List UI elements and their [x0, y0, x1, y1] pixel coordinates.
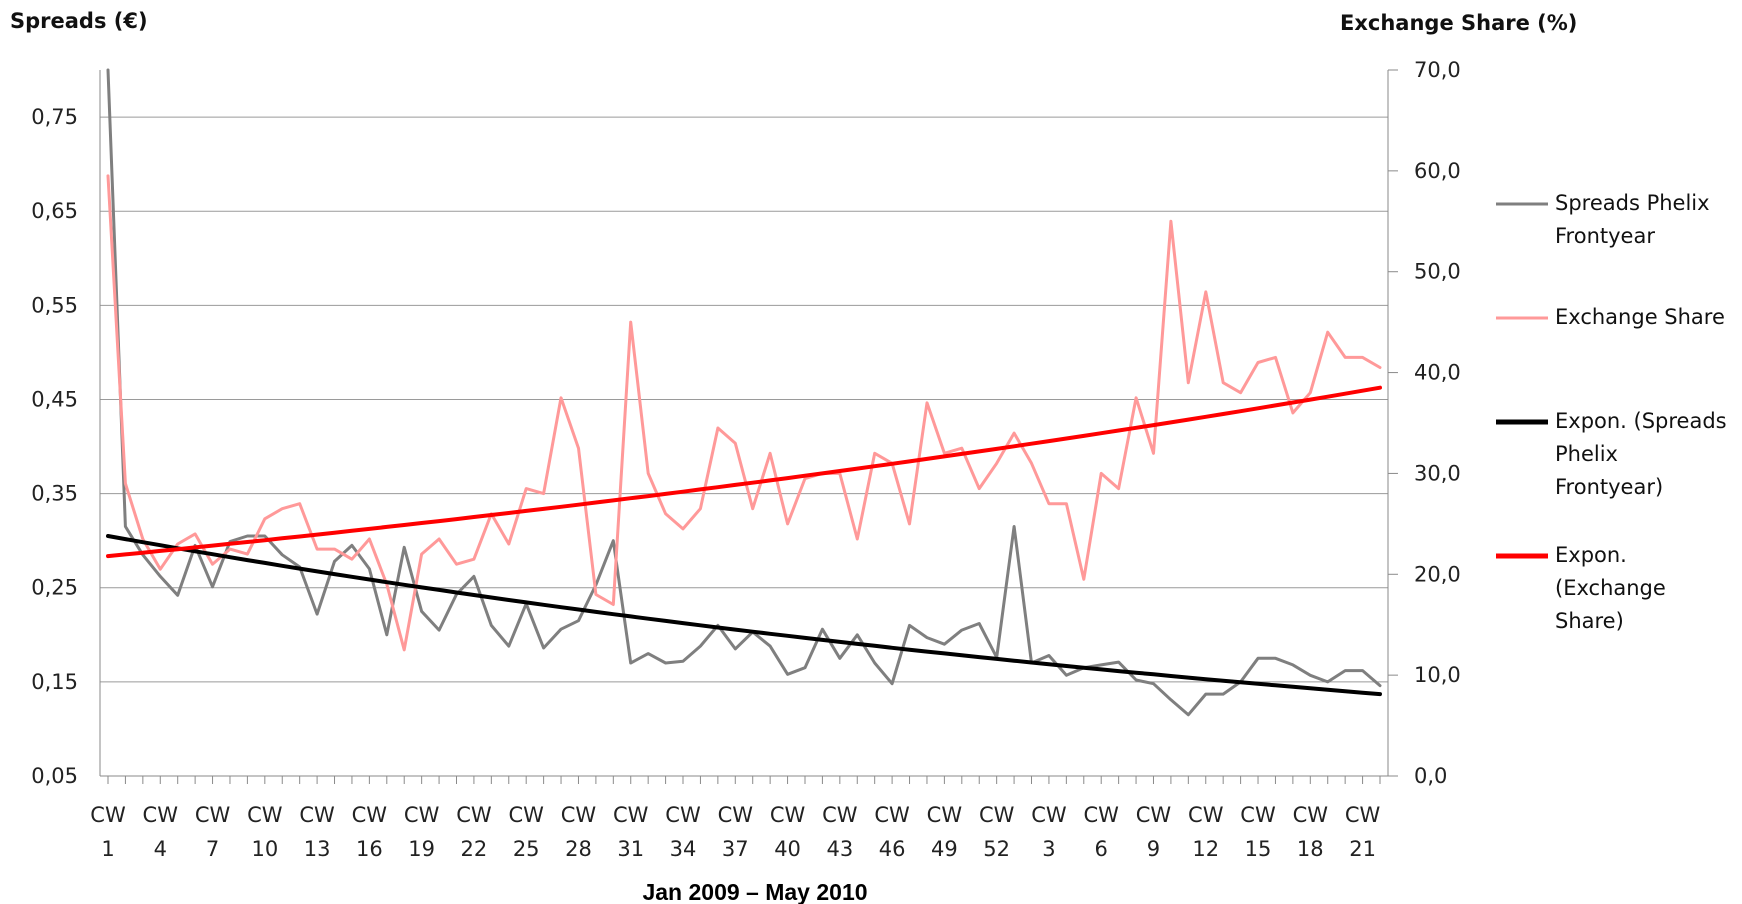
y-right-tick-label: 40,0: [1414, 361, 1461, 385]
x-tick-label-line2: 9: [1147, 837, 1160, 861]
x-tick-label-line2: 34: [670, 837, 697, 861]
series-line-1: [106, 174, 1382, 652]
y-left-tick-label: 0,25: [31, 576, 78, 600]
x-tick-label-line2: 22: [461, 837, 488, 861]
x-tick-label-line1: CW: [1293, 803, 1329, 827]
x-tick-label-line2: 28: [565, 837, 592, 861]
x-tick-label-line1: CW: [1188, 803, 1224, 827]
axes: [99, 69, 1398, 784]
x-tick-label-line1: CW: [195, 803, 231, 827]
x-axis-caption: Jan 2009 – May 2010: [642, 879, 867, 904]
series-lines: [106, 68, 1382, 717]
x-tick-label-line2: 12: [1192, 837, 1219, 861]
y-left-tick-label: 0,35: [31, 482, 78, 506]
x-tick-label-line2: 25: [513, 837, 540, 861]
x-tick-label-line1: CW: [979, 803, 1015, 827]
x-tick-label-line1: CW: [822, 803, 858, 827]
x-tick-label-line1: CW: [352, 803, 388, 827]
x-tick-label-line1: CW: [1031, 803, 1067, 827]
x-tick-label-line1: CW: [456, 803, 492, 827]
x-tick-label-line1: CW: [1083, 803, 1119, 827]
x-tick-label-line2: 16: [356, 837, 383, 861]
legend: Spreads Phelix Frontyear Exchange Share Exp…: [1496, 191, 1727, 633]
y-left-tick-label: 0,15: [31, 670, 78, 694]
x-tick-label-line1: CW: [665, 803, 701, 827]
gridlines: [100, 116, 1388, 683]
legend-label-0: Spreads Phelix: [1555, 191, 1710, 215]
y-left-tick-label: 0,65: [31, 199, 78, 223]
x-tick-label-line2: 46: [879, 837, 906, 861]
x-tick-label-line1: CW: [770, 803, 806, 827]
legend-label-2: Phelix: [1555, 442, 1618, 466]
y-left-tick-label: 0,05: [31, 764, 78, 788]
x-tick-label-line2: 3: [1042, 837, 1055, 861]
y-right-tick-label: 20,0: [1414, 562, 1461, 586]
x-tick-label-line2: 6: [1095, 837, 1108, 861]
x-tick-label-line1: CW: [143, 803, 179, 827]
x-tick-label-line1: CW: [561, 803, 597, 827]
y-left-axis-title: Spreads (€): [10, 9, 148, 33]
x-tick-label-line1: CW: [404, 803, 440, 827]
x-tick-label-line2: 40: [774, 837, 801, 861]
x-tick-label-line1: CW: [927, 803, 963, 827]
legend-label-1: Exchange Share: [1555, 305, 1725, 329]
legend-label-3: Expon.: [1555, 543, 1627, 567]
x-tick-label-line1: CW: [1136, 803, 1172, 827]
series-line-0: [106, 68, 1382, 717]
x-tick-label-line2: 18: [1297, 837, 1324, 861]
x-tick-label-line1: CW: [1345, 803, 1381, 827]
x-tick-label-line2: 43: [826, 837, 853, 861]
y-right-axis-title: Exchange Share (%): [1340, 11, 1577, 35]
legend-label-2: Frontyear): [1555, 475, 1663, 499]
x-tick-label-line2: 13: [304, 837, 331, 861]
series-line-2: [106, 534, 1382, 697]
x-tick-label-line1: CW: [1240, 803, 1276, 827]
y-left-tick-label: 0,75: [31, 105, 78, 129]
x-tick-label-line2: 31: [617, 837, 644, 861]
x-tick-label-line2: 21: [1349, 837, 1376, 861]
y-left-tick-label: 0,45: [31, 387, 78, 411]
y-right-tick-label: 10,0: [1414, 663, 1461, 687]
y-left-tick-label: 0,55: [31, 293, 78, 317]
x-tick-label-line1: CW: [247, 803, 283, 827]
y-right-tick-label: 30,0: [1414, 461, 1461, 485]
x-tick-label-line1: CW: [508, 803, 544, 827]
y-right-tick-label: 0,0: [1414, 764, 1447, 788]
x-tick-label-line1: CW: [613, 803, 649, 827]
x-tick-label-line2: 49: [931, 837, 958, 861]
x-tick-label-line1: CW: [718, 803, 754, 827]
x-tick-label-line1: CW: [90, 803, 126, 827]
legend-label-2: Expon. (Spreads: [1555, 409, 1727, 433]
tick-labels: 0,05 0,15 0,25 0,35 0,45 0,55 0,65 0,75 0,0 10,0 2…: [31, 58, 1461, 861]
x-tick-label-line1: CW: [299, 803, 335, 827]
x-tick-label-line1: CW: [874, 803, 910, 827]
x-tick-label-line2: 19: [408, 837, 435, 861]
x-tick-label-line2: 52: [983, 837, 1010, 861]
x-tick-label-line2: 15: [1245, 837, 1272, 861]
legend-label-0: Frontyear: [1555, 224, 1655, 248]
y-right-tick-label: 50,0: [1414, 260, 1461, 284]
x-tick-label-line2: 4: [154, 837, 167, 861]
x-tick-label-line2: 37: [722, 837, 749, 861]
x-tick-label-line2: 10: [251, 837, 278, 861]
y-right-tick-label: 60,0: [1414, 159, 1461, 183]
y-right-tick-label: 70,0: [1414, 58, 1461, 82]
legend-label-3: Share): [1555, 609, 1624, 633]
x-tick-label-line2: 1: [101, 837, 114, 861]
legend-label-3: (Exchange: [1555, 576, 1666, 600]
x-tick-label-line2: 7: [206, 837, 219, 861]
series-line-3: [106, 385, 1382, 559]
